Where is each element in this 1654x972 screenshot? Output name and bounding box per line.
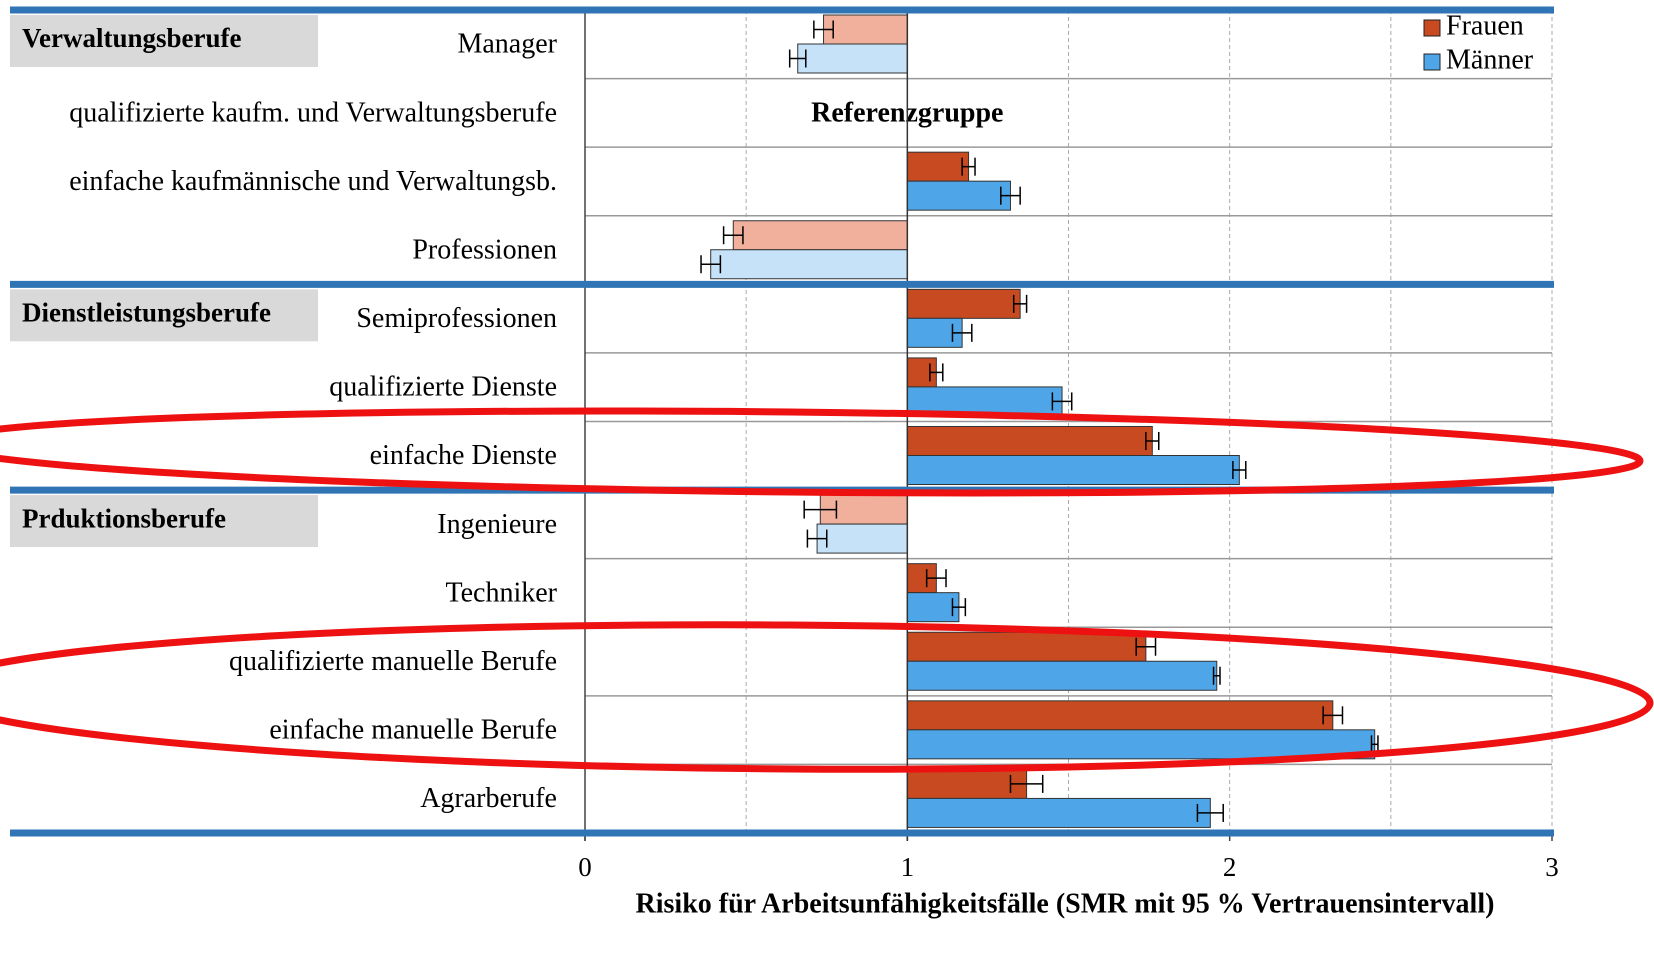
category-label: Professionen bbox=[412, 234, 557, 265]
group-label-box bbox=[10, 15, 318, 67]
x-tick-label: 0 bbox=[578, 852, 592, 882]
category-label: Ingenieure bbox=[437, 509, 557, 540]
x-tick-label: 3 bbox=[1545, 852, 1559, 882]
error-bar bbox=[1135, 637, 1157, 656]
group-label-box bbox=[10, 495, 318, 548]
legend-swatch bbox=[1423, 53, 1441, 71]
error-bar bbox=[1232, 461, 1247, 479]
bar bbox=[906, 151, 970, 182]
bar bbox=[732, 220, 908, 251]
plot: 0 1 2 3 Risiko für Arbeitsunfähigkeitsfälle … bbox=[10, 6, 1559, 919]
error-bar bbox=[806, 529, 828, 548]
bar bbox=[906, 455, 1240, 485]
category-label: einfache Dienste bbox=[370, 440, 557, 471]
category-label: Semiprofessionen bbox=[356, 303, 557, 334]
bar bbox=[906, 660, 1218, 691]
legend-label: Frauen bbox=[1446, 10, 1524, 41]
bar bbox=[906, 729, 1376, 760]
bar bbox=[906, 700, 1334, 731]
bar bbox=[906, 288, 1021, 319]
group-label-box bbox=[10, 289, 318, 342]
category-label: einfache kaufmännische und Verwaltungsb. bbox=[69, 166, 557, 197]
error-bar bbox=[813, 20, 834, 39]
group-label: Verwaltungsberufe bbox=[22, 23, 242, 53]
error-bar bbox=[929, 363, 944, 382]
legend-label: Männer bbox=[1446, 44, 1534, 75]
category-label: qualifizierte kaufm. und Verwaltungsberu… bbox=[69, 97, 557, 128]
legend-swatch bbox=[1423, 19, 1441, 37]
bar bbox=[906, 426, 1153, 456]
error-bar bbox=[1196, 803, 1224, 822]
category-label: Manager bbox=[457, 29, 557, 60]
bar bbox=[906, 180, 1011, 211]
bar bbox=[823, 14, 908, 45]
bar bbox=[710, 249, 908, 280]
error-bar bbox=[1009, 774, 1044, 793]
error-bar bbox=[925, 569, 947, 588]
error-bar bbox=[1051, 392, 1073, 411]
error-bar bbox=[1212, 666, 1221, 685]
bar bbox=[906, 592, 960, 623]
error-bar bbox=[788, 49, 807, 68]
category-label: Techniker bbox=[445, 577, 557, 608]
bar bbox=[906, 631, 1147, 662]
error-bar bbox=[1322, 706, 1344, 725]
bar bbox=[906, 797, 1211, 828]
bar bbox=[906, 768, 1028, 799]
error-bar bbox=[951, 323, 973, 342]
x-tick-label: 2 bbox=[1223, 852, 1237, 882]
highlight-ellipse bbox=[0, 621, 1654, 773]
error-bar bbox=[700, 255, 722, 274]
x-tick-label: 1 bbox=[901, 852, 915, 882]
error-bar bbox=[1000, 186, 1021, 205]
group-label: Dienstleistungsberufe bbox=[22, 298, 271, 328]
highlight-ellipse bbox=[0, 407, 1644, 497]
bar bbox=[816, 523, 908, 554]
category-label: qualifizierte manuelle Berufe bbox=[229, 646, 557, 677]
group-label: Prduktionsberufe bbox=[22, 503, 226, 533]
category-label: Agrarberufe bbox=[420, 783, 557, 814]
error-bar bbox=[961, 157, 976, 176]
error-bar bbox=[951, 598, 967, 617]
category-label: qualifizierte Dienste bbox=[329, 372, 557, 403]
bar bbox=[797, 43, 908, 74]
error-bar bbox=[1012, 294, 1028, 313]
x-axis-label: Risiko für Arbeitsunfähigkeitsfälle (SMR… bbox=[636, 888, 1495, 919]
error-bar bbox=[722, 226, 744, 245]
annotations-layer bbox=[0, 407, 1654, 773]
error-bar bbox=[803, 500, 838, 519]
category-label: einfache manuelle Berufe bbox=[269, 715, 557, 746]
error-bar bbox=[1145, 432, 1160, 450]
